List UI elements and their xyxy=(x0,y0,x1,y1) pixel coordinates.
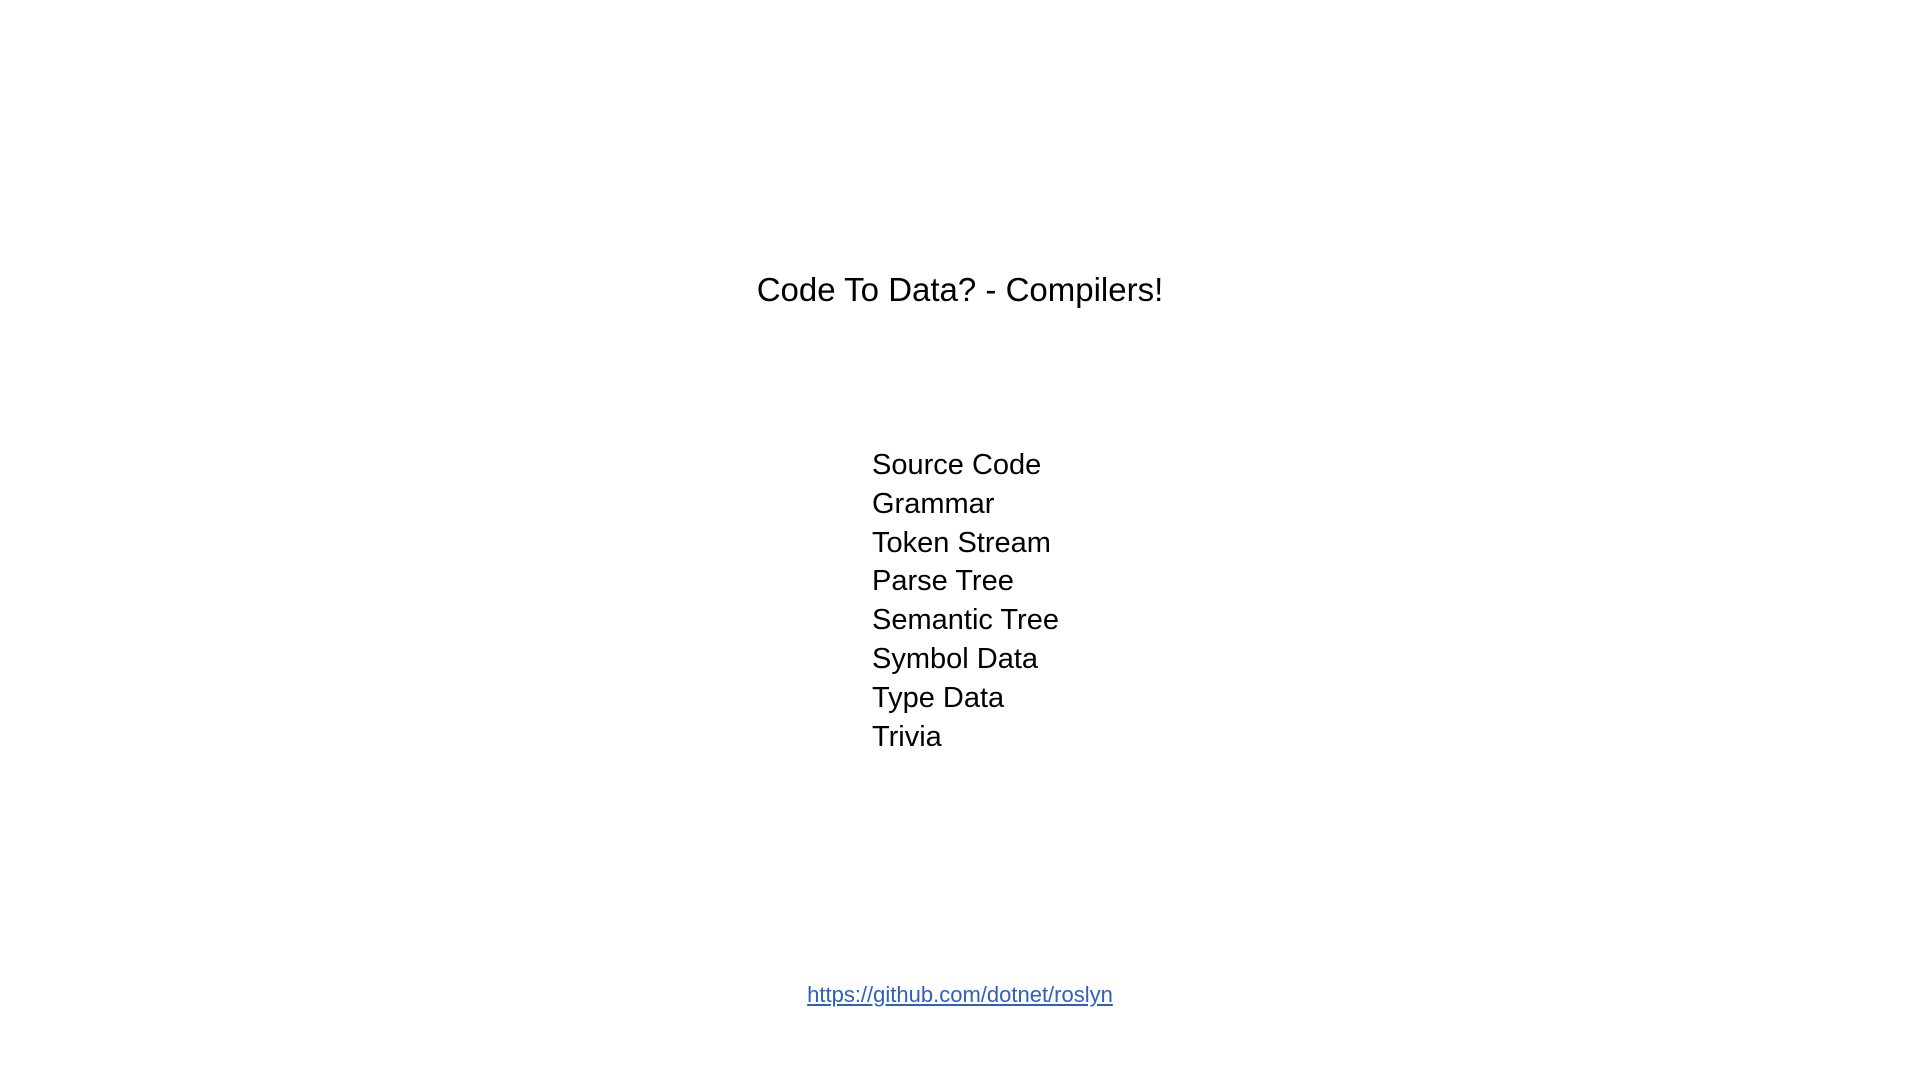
list-item: Grammar xyxy=(872,487,995,520)
topic-list: Source Code Grammar Token Stream Parse T… xyxy=(872,446,1059,756)
list-item: Token Stream xyxy=(872,526,1051,559)
list-item: Parse Tree xyxy=(872,565,1014,598)
slide-title: Code To Data? - Compilers! xyxy=(756,271,1164,308)
list-item: Source Code xyxy=(872,449,1042,481)
roslyn-github-link[interactable]: https://github.com/dotnet/roslyn xyxy=(807,982,1113,1007)
list-item: Trivia xyxy=(872,720,942,753)
list-item: Type Data xyxy=(872,681,1005,714)
list-item: Symbol Data xyxy=(872,642,1039,675)
list-item: Semantic Tree xyxy=(872,604,1059,637)
source-link-container: https://github.com/dotnet/roslyn xyxy=(0,980,1920,1010)
